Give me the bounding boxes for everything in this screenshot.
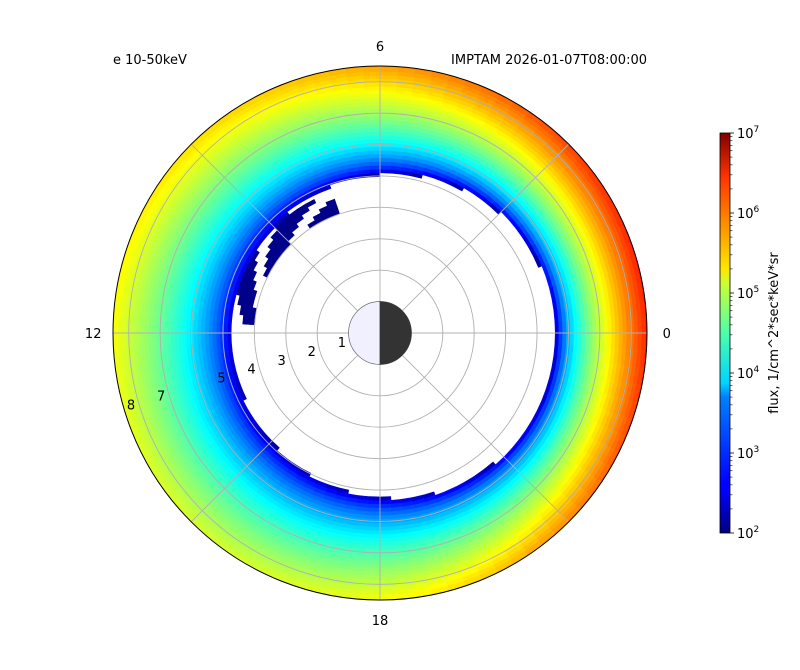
angle-tick-label: 6 [376,40,384,55]
colorbar-tick-exponent: 5 [754,285,760,295]
flux-cell [379,161,392,166]
flux-cell [263,258,273,269]
earth-dayside [348,301,381,365]
flux-cell [215,332,221,345]
flux-cell [368,500,381,505]
flux-cell [267,239,277,250]
colorbar-tick-label: 107 [737,125,759,142]
earth-disk [348,301,412,365]
flux-cell [379,496,392,502]
radial-tick-label: 4 [247,363,255,378]
radial-tick-label: 7 [157,389,165,404]
flux-cell [211,332,217,345]
radial-tick-label: 1 [338,336,346,351]
flux-cell [368,496,381,502]
angular-grid-line [401,354,570,523]
radial-tick-label: 5 [217,372,225,387]
angular-grid-line [190,354,359,523]
flux-cell [368,161,381,166]
flux-cell [379,157,392,163]
flux-cell [368,164,381,170]
colorbar-bar [719,132,731,534]
flux-cell [215,321,221,334]
flux-cell [262,267,272,278]
colorbar-tick-label: 103 [737,445,759,462]
flux-cell [325,198,337,207]
flux-cell [368,503,381,509]
radial-tick-label: 3 [278,354,286,369]
colorbar-tick-exponent: 2 [754,525,760,535]
colorbar-tick-label: 104 [737,365,760,382]
flux-cell [242,314,248,325]
polar-outline [112,65,648,601]
colorbar-tick-label: 102 [737,525,759,542]
chart-title-left: e 10-50keV [113,53,187,68]
flux-cell [208,332,213,345]
flux-cell [223,322,228,334]
angular-grid-line [190,143,359,312]
angle-tick-label: 0 [663,327,671,342]
flux-cell [211,321,217,334]
flux-cell [237,295,244,306]
flux-cell [204,332,210,345]
flux-cell [227,322,232,334]
colorbar-tick-exponent: 3 [754,445,760,455]
colorbar: 102 103 104 105 106 107 flux, 1/cm^2*sec*keV*… [719,125,782,542]
colorbar-label: flux, 1/cm^2*sec*keV*sr [767,252,782,414]
flux-cell [307,219,318,229]
flux-cell [204,321,210,334]
angular-grid-line [401,143,570,312]
flux-cell [379,168,392,174]
chart-title-right: IMPTAM 2026-01-07T08:00:00 [451,53,647,68]
colorbar-tick-exponent: 7 [754,125,760,135]
earth-nightside [379,301,412,365]
flux-cell [379,503,392,509]
flux-cell [318,205,330,214]
colorbar-tick-exponent: 4 [754,365,760,375]
flux-cell [208,321,213,334]
colorbar-tick-exponent: 6 [754,205,760,215]
colorbar-tick-label: 105 [737,285,759,302]
flux-cell [239,305,246,316]
angle-tick-label: 12 [85,327,102,342]
radial-tick-label: 8 [127,398,135,413]
flux-cell [379,164,392,170]
radial-tick-label: 2 [308,345,316,360]
angle-tick-label: 18 [372,614,389,629]
colorbar-ticks: 102 103 104 105 106 107 [730,125,760,542]
flux-cell [265,248,275,260]
polar-grid [112,65,648,601]
flux-cell [223,332,228,344]
flux-cell [368,157,381,163]
flux-cell [227,332,232,344]
flux-cell [379,500,392,505]
flux-cell [368,168,381,174]
colorbar-tick-label: 106 [737,205,760,222]
flux-cell [312,212,323,221]
